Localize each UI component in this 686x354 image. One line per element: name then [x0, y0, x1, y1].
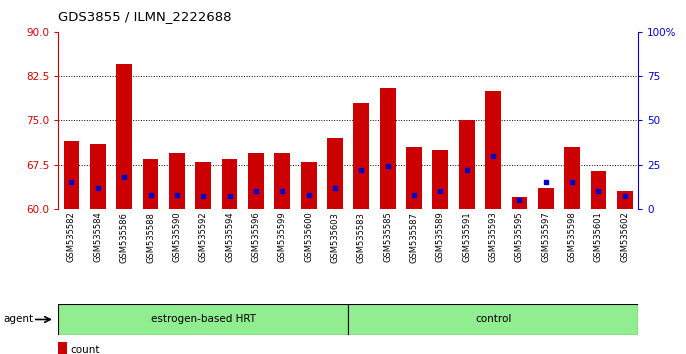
Text: GSM535593: GSM535593 [488, 212, 497, 262]
Bar [432, 150, 448, 209]
Text: GSM535603: GSM535603 [331, 212, 340, 263]
Text: GSM535592: GSM535592 [199, 212, 208, 262]
Text: count: count [70, 345, 100, 354]
Bar [222, 159, 237, 209]
Text: GSM535585: GSM535585 [383, 212, 392, 262]
Text: GSM535599: GSM535599 [278, 212, 287, 262]
Bar [380, 88, 396, 209]
Bar [58, 342, 67, 354]
Text: estrogen-based HRT: estrogen-based HRT [151, 314, 256, 325]
Bar [348, 304, 638, 335]
Bar [564, 147, 580, 209]
Text: GSM535597: GSM535597 [541, 212, 550, 262]
Bar [300, 162, 316, 209]
Text: agent: agent [3, 314, 34, 325]
Text: GSM535590: GSM535590 [172, 212, 181, 262]
Bar [143, 159, 158, 209]
Bar [248, 153, 264, 209]
Bar [90, 144, 106, 209]
Bar [169, 153, 185, 209]
Text: GSM535582: GSM535582 [67, 212, 76, 262]
Bar [617, 191, 632, 209]
Bar [512, 197, 528, 209]
Bar [485, 91, 501, 209]
Text: GSM535601: GSM535601 [594, 212, 603, 262]
Bar [591, 171, 606, 209]
Bar [406, 147, 422, 209]
Text: GSM535588: GSM535588 [146, 212, 155, 263]
Text: GSM535602: GSM535602 [620, 212, 629, 262]
Bar [58, 304, 348, 335]
Bar [196, 162, 211, 209]
Bar [327, 138, 343, 209]
Text: GSM535586: GSM535586 [119, 212, 129, 263]
Text: GSM535595: GSM535595 [515, 212, 524, 262]
Bar [353, 103, 369, 209]
Bar [459, 120, 475, 209]
Text: GSM535589: GSM535589 [436, 212, 445, 262]
Bar [64, 141, 80, 209]
Text: GSM535596: GSM535596 [252, 212, 261, 262]
Text: GSM535594: GSM535594 [225, 212, 234, 262]
Text: GSM535600: GSM535600 [304, 212, 313, 262]
Bar [117, 64, 132, 209]
Bar [274, 153, 290, 209]
Bar [538, 188, 554, 209]
Text: control: control [475, 314, 511, 325]
Text: GSM535598: GSM535598 [567, 212, 577, 262]
Text: GSM535583: GSM535583 [357, 212, 366, 263]
Text: GSM535587: GSM535587 [410, 212, 418, 263]
Text: GSM535584: GSM535584 [93, 212, 102, 262]
Text: GDS3855 / ILMN_2222688: GDS3855 / ILMN_2222688 [58, 10, 232, 23]
Text: GSM535591: GSM535591 [462, 212, 471, 262]
